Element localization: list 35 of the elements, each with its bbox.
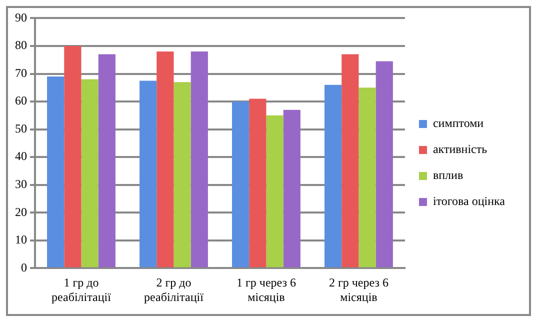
y-tick-label: 50 <box>15 121 27 136</box>
bar <box>324 84 342 268</box>
legend-label: ітогова оцінка <box>432 194 506 208</box>
bar <box>98 54 116 268</box>
bar <box>283 110 300 268</box>
bar <box>342 54 359 268</box>
y-tick-label: 0 <box>21 260 27 274</box>
legend-label: активність <box>432 142 488 156</box>
bar <box>174 82 191 268</box>
x-tick-label: 2 гр через 6 місяців <box>328 276 388 304</box>
x-tick-label: 1 гр через 6 місяців <box>236 276 296 304</box>
y-tick-label: 40 <box>15 149 27 164</box>
legend-label: симптоми <box>432 116 484 130</box>
bar <box>64 46 82 268</box>
legend-label: вплив <box>432 168 464 182</box>
y-tick-label: 10 <box>15 232 27 247</box>
bar <box>358 88 376 268</box>
bar <box>376 61 393 268</box>
x-tick-label: 1 гр до реабілітації <box>52 276 112 304</box>
bar <box>140 80 157 268</box>
y-tick-label: 70 <box>15 66 27 80</box>
bar <box>190 52 208 268</box>
y-tick-label: 30 <box>15 177 27 192</box>
bar <box>81 79 98 268</box>
bar <box>249 98 266 268</box>
y-tick-label: 20 <box>15 204 27 219</box>
bar <box>232 102 250 268</box>
chart-frame: симптоми активність вплив ітогова оцінка 1 гр до реабілітації 2 гр до реабілітації 1 гр через 6 місяців 2 гр через 6 місяців 0 10 20 30 40 50 60 70 80 90 <box>6 6 531 316</box>
y-tick-label: 90 <box>15 10 27 24</box>
bar <box>47 76 64 268</box>
x-tick-label: 2 гр до реабілітації <box>144 276 204 304</box>
y-tick-label: 80 <box>15 38 27 52</box>
bar <box>156 52 174 268</box>
bar <box>266 115 284 268</box>
y-tick-label: 60 <box>15 94 27 108</box>
